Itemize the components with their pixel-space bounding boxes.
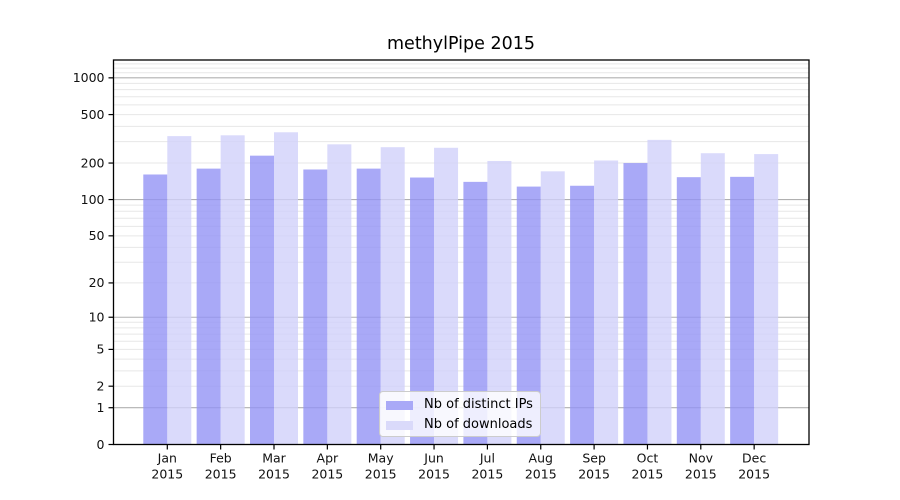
bar-feb-downloads bbox=[220, 135, 245, 445]
x-tick-label-year-apr: 2015 bbox=[311, 467, 343, 482]
bar-nov-downloads bbox=[700, 153, 725, 445]
x-tick-label-month-mar: Mar bbox=[262, 451, 286, 466]
x-tick-label-month-nov: Nov bbox=[689, 451, 714, 466]
x-tick-label-month-jul: Jul bbox=[479, 451, 495, 466]
x-tick-label-month-feb: Feb bbox=[210, 451, 232, 466]
x-tick-label-year-nov: 2015 bbox=[685, 467, 717, 482]
y-tick-label-100: 100 bbox=[81, 192, 105, 207]
x-tick-label-year-mar: 2015 bbox=[258, 467, 290, 482]
x-tick-label-month-sep: Sep bbox=[582, 451, 606, 466]
bar-aug-downloads bbox=[540, 171, 565, 445]
bar-mar-distinct-ips bbox=[250, 155, 274, 445]
y-tick-label-20: 20 bbox=[89, 275, 105, 290]
legend-item-distinct-ips: Nb of distinct IPs bbox=[380, 395, 540, 415]
x-tick-label-year-sep: 2015 bbox=[578, 467, 610, 482]
x-tick-label-month-aug: Aug bbox=[529, 451, 553, 466]
y-tick-label-500: 500 bbox=[81, 107, 105, 122]
y-tick-label-0: 0 bbox=[97, 437, 105, 452]
chart-title: methylPipe 2015 bbox=[387, 34, 535, 54]
x-tick-label-month-may: May bbox=[368, 451, 394, 466]
x-tick-label-month-jan: Jan bbox=[157, 451, 177, 466]
y-tick-label-2: 2 bbox=[97, 378, 105, 393]
legend: Nb of distinct IPs Nb of downloads bbox=[379, 391, 541, 437]
y-tick-label-1000: 1000 bbox=[73, 70, 105, 85]
bar-jan-distinct-ips bbox=[143, 174, 168, 445]
x-tick-label-year-feb: 2015 bbox=[205, 467, 237, 482]
bar-feb-distinct-ips bbox=[196, 168, 221, 445]
x-tick-label-month-dec: Dec bbox=[742, 451, 766, 466]
bar-dec-distinct-ips bbox=[730, 176, 755, 445]
axes-frame bbox=[112, 59, 810, 446]
bar-mar-downloads bbox=[274, 132, 298, 445]
x-tick-label-month-oct: Oct bbox=[637, 451, 659, 466]
x-tick-label-year-may: 2015 bbox=[365, 467, 397, 482]
x-tick-label-year-oct: 2015 bbox=[632, 467, 664, 482]
y-tick-label-50: 50 bbox=[89, 228, 105, 243]
x-tick-label-year-jul: 2015 bbox=[471, 467, 503, 482]
legend-label-downloads: Nb of downloads bbox=[424, 417, 533, 432]
bar-oct-downloads bbox=[647, 139, 672, 445]
legend-label-distinct-ips: Nb of distinct IPs bbox=[424, 397, 533, 412]
x-tick-label-year-jan: 2015 bbox=[151, 467, 183, 482]
x-tick-label-month-apr: Apr bbox=[317, 451, 339, 466]
legend-swatch-distinct-ips bbox=[386, 400, 413, 410]
bar-oct-distinct-ips bbox=[623, 163, 648, 445]
y-tick-label-200: 200 bbox=[81, 155, 105, 170]
x-tick-label-year-aug: 2015 bbox=[525, 467, 557, 482]
x-tick-label-year-dec: 2015 bbox=[738, 467, 770, 482]
bar-may-distinct-ips bbox=[356, 168, 381, 445]
legend-swatch-downloads bbox=[386, 420, 413, 430]
y-tick-label-1: 1 bbox=[97, 400, 105, 415]
bar-apr-downloads bbox=[327, 144, 352, 445]
bar-nov-distinct-ips bbox=[676, 177, 701, 445]
bar-sep-distinct-ips bbox=[570, 185, 595, 445]
bar-sep-downloads bbox=[594, 160, 619, 445]
x-tick-label-month-jun: Jun bbox=[423, 451, 444, 466]
y-tick-label-10: 10 bbox=[89, 310, 105, 325]
legend-item-downloads: Nb of downloads bbox=[380, 415, 540, 435]
y-tick-label-5: 5 bbox=[97, 342, 105, 357]
bar-apr-distinct-ips bbox=[303, 169, 328, 445]
bar-dec-downloads bbox=[754, 154, 779, 445]
x-tick-label-year-jun: 2015 bbox=[418, 467, 450, 482]
bar-jan-downloads bbox=[167, 136, 192, 445]
